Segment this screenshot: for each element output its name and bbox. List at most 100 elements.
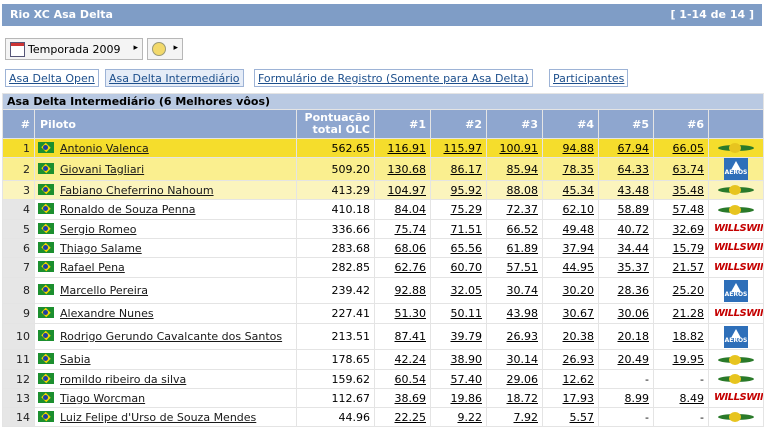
col-total[interactable]: Pontuação total OLC [296,109,375,139]
flight-score-3[interactable]: 61.89 [486,238,543,258]
flight-score-3[interactable]: 7.92 [486,407,543,427]
flight-score-1[interactable]: 92.88 [374,277,431,304]
flight-score-2[interactable]: 86.17 [430,157,487,181]
flight-score-2[interactable]: 95.92 [430,180,487,200]
flight-score-1[interactable]: 87.41 [374,323,431,350]
flight-score-2[interactable]: 19.86 [430,388,487,408]
flight-score-4[interactable]: 12.62 [542,369,599,389]
pilot-name-link[interactable]: Rafael Pena [60,261,125,274]
flight-score-5[interactable]: 67.94 [598,138,654,158]
flight-score-5[interactable]: 34.44 [598,238,654,258]
flight-score-4[interactable]: 44.95 [542,257,599,278]
flight-score-2[interactable]: 71.51 [430,219,487,239]
pilot-name-link[interactable]: Sabia [60,353,91,366]
pilot-name-link[interactable]: Alexandre Nunes [60,307,154,320]
flight-score-4[interactable]: 20.38 [542,323,599,350]
flight-score-6[interactable]: 18.82 [653,323,709,350]
flight-score-2[interactable]: 57.40 [430,369,487,389]
flight-score-2[interactable]: 39.79 [430,323,487,350]
flight-score-3[interactable]: 30.74 [486,277,543,304]
pilot-name-link[interactable]: Giovani Tagliari [60,162,145,176]
flight-score-5[interactable]: 64.33 [598,157,654,181]
flight-score-3[interactable]: 30.14 [486,349,543,370]
flight-score-3[interactable]: 66.52 [486,219,543,239]
flight-score-2[interactable]: 38.90 [430,349,487,370]
flight-score-6[interactable]: 57.48 [653,199,709,220]
flight-score-1[interactable]: 62.76 [374,257,431,278]
flight-score-6[interactable]: 21.28 [653,303,709,324]
flight-score-2[interactable]: 50.11 [430,303,487,324]
flight-score-2[interactable]: 115.97 [430,138,487,158]
flight-score-6[interactable]: 8.49 [653,388,709,408]
pilot-name-link[interactable]: Rodrigo Gerundo Cavalcante dos Santos [60,330,283,343]
pilot-name-link[interactable]: Marcello Pereira [60,284,149,297]
flight-score-4[interactable]: 94.88 [542,138,599,158]
flight-score-3[interactable]: 72.37 [486,199,543,220]
tab-asa-delta-open[interactable]: Asa Delta Open [5,69,99,87]
flight-score-1[interactable]: 84.04 [374,199,431,220]
flight-score-4[interactable]: 37.94 [542,238,599,258]
flight-score-3[interactable]: 43.98 [486,303,543,324]
flight-score-3[interactable]: 18.72 [486,388,543,408]
flight-score-1[interactable]: 51.30 [374,303,431,324]
flight-score-1[interactable]: 130.68 [374,157,431,181]
flight-score-6[interactable]: 15.79 [653,238,709,258]
flight-score-1[interactable]: 104.97 [374,180,431,200]
flight-score-4[interactable]: 45.34 [542,180,599,200]
flight-score-3[interactable]: 26.93 [486,323,543,350]
flight-score-5[interactable]: 30.06 [598,303,654,324]
flight-score-6[interactable]: 32.69 [653,219,709,239]
pilot-name-link[interactable]: romildo ribeiro da silva [60,372,187,386]
flight-score-4[interactable]: 26.93 [542,349,599,370]
pilot-name-link[interactable]: Sergio Romeo [60,222,137,236]
flight-score-6[interactable]: 63.74 [653,157,709,181]
flight-score-1[interactable]: 75.74 [374,219,431,239]
flight-score-2[interactable]: 32.05 [430,277,487,304]
flight-score-2[interactable]: 75.29 [430,199,487,220]
flight-score-4[interactable]: 5.57 [542,407,599,427]
flight-score-1[interactable]: 60.54 [374,369,431,389]
pilot-name-link[interactable]: Luiz Felipe d'Urso de Souza Mendes [60,410,257,424]
season-selector[interactable]: Temporada 2009 ▸ [5,38,143,60]
flight-score-6[interactable]: 35.48 [653,180,709,200]
flight-score-2[interactable]: 65.56 [430,238,487,258]
flight-score-4[interactable]: 62.10 [542,199,599,220]
flight-score-5[interactable]: 40.72 [598,219,654,239]
flight-score-1[interactable]: 116.91 [374,138,431,158]
pilot-name-link[interactable]: Antonio Valenca [60,141,149,155]
flight-score-6[interactable]: 21.57 [653,257,709,278]
glider-type-selector[interactable]: ▸ [147,38,183,60]
flight-score-4[interactable]: 30.67 [542,303,599,324]
tab-participants[interactable]: Participantes [549,69,629,87]
flight-score-5[interactable]: 35.37 [598,257,654,278]
flight-score-5[interactable]: 20.18 [598,323,654,350]
col-pilot[interactable]: Piloto [34,109,297,139]
flight-score-5[interactable]: 20.49 [598,349,654,370]
flight-score-1[interactable]: 38.69 [374,388,431,408]
pilot-name-link[interactable]: Ronaldo de Souza Penna [60,203,196,216]
flight-score-5[interactable]: 58.89 [598,199,654,220]
flight-score-5[interactable]: 28.36 [598,277,654,304]
flight-score-6[interactable]: 66.05 [653,138,709,158]
flight-score-3[interactable]: 85.94 [486,157,543,181]
flight-score-4[interactable]: 78.35 [542,157,599,181]
pilot-name-link[interactable]: Fabiano Cheferrino Nahoum [60,183,214,197]
flight-score-3[interactable]: 100.91 [486,138,543,158]
flight-score-4[interactable]: 49.48 [542,219,599,239]
flight-score-1[interactable]: 42.24 [374,349,431,370]
flight-score-5[interactable]: 43.48 [598,180,654,200]
flight-score-5[interactable]: 8.99 [598,388,654,408]
pilot-name-link[interactable]: Tiago Worcman [60,391,146,405]
tab-asa-delta-intermediario[interactable]: Asa Delta Intermediário [105,69,244,87]
flight-score-3[interactable]: 88.08 [486,180,543,200]
flight-score-6[interactable]: 19.95 [653,349,709,370]
flight-score-1[interactable]: 22.25 [374,407,431,427]
flight-score-3[interactable]: 57.51 [486,257,543,278]
flight-score-6[interactable]: 25.20 [653,277,709,304]
flight-score-2[interactable]: 9.22 [430,407,487,427]
tab-registration-form[interactable]: Formulário de Registro (Somente para Asa… [254,69,533,87]
flight-score-3[interactable]: 29.06 [486,369,543,389]
pilot-name-link[interactable]: Thiago Salame [60,241,142,255]
flight-score-4[interactable]: 17.93 [542,388,599,408]
flight-score-2[interactable]: 60.70 [430,257,487,278]
